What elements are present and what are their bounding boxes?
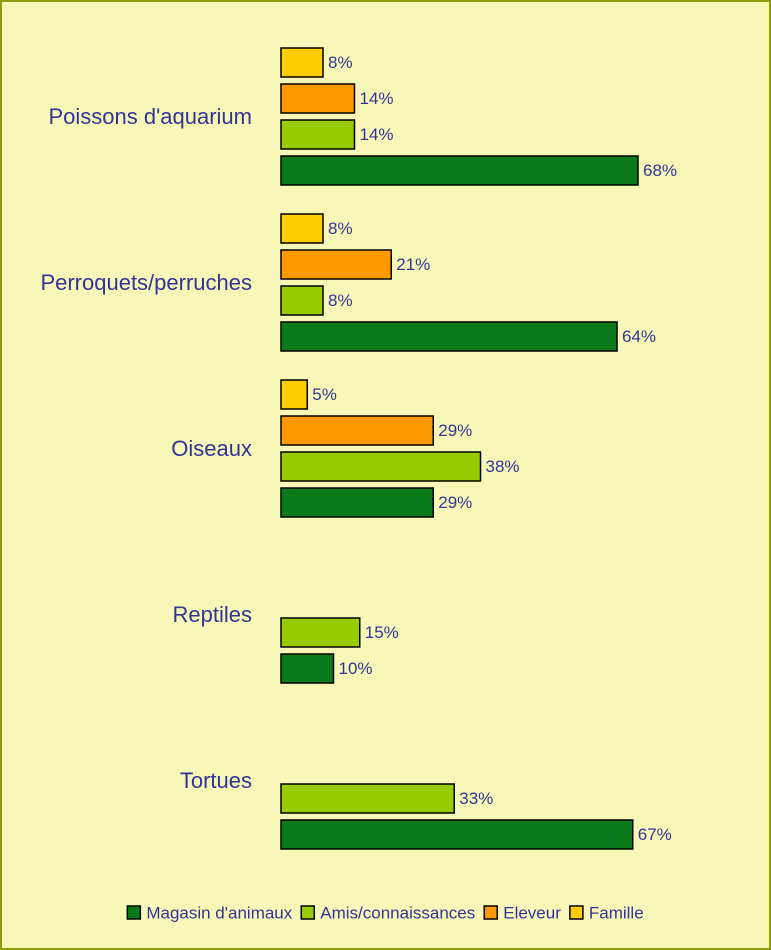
bar	[280, 47, 324, 78]
legend-label: Amis/connaissances	[320, 903, 475, 922]
bar	[280, 83, 356, 114]
legend-label: Eleveur	[503, 903, 561, 922]
value-label: 14%	[360, 125, 394, 144]
bar	[280, 783, 455, 814]
value-label: 33%	[459, 789, 493, 808]
bar	[280, 213, 324, 244]
bar	[280, 321, 618, 352]
bar	[280, 617, 361, 648]
legend-label: Magasin d'animaux	[146, 903, 292, 922]
bar	[280, 285, 324, 316]
bar	[280, 451, 482, 482]
value-label: 64%	[622, 327, 656, 346]
value-label: 8%	[328, 219, 353, 238]
value-label: 29%	[438, 493, 472, 512]
value-label: 15%	[365, 623, 399, 642]
value-label: 8%	[328, 291, 353, 310]
bar	[280, 653, 335, 684]
legend-label: Famille	[589, 903, 644, 922]
value-label: 67%	[638, 825, 672, 844]
value-label: 29%	[438, 421, 472, 440]
value-label: 8%	[328, 53, 353, 72]
legend-swatch	[483, 905, 498, 920]
category-label: Tortues	[180, 768, 252, 793]
bar	[280, 819, 634, 850]
bar	[280, 155, 639, 186]
category-label: Poissons d'aquarium	[48, 104, 252, 129]
category-label: Perroquets/perruches	[40, 270, 252, 295]
legend-swatch	[126, 905, 142, 920]
category-label: Reptiles	[173, 602, 252, 627]
bar	[280, 249, 392, 280]
value-label: 68%	[643, 161, 677, 180]
category-label: Oiseaux	[171, 436, 252, 461]
legend-swatch	[569, 905, 584, 920]
legend-swatch	[300, 905, 316, 920]
value-label: 21%	[396, 255, 430, 274]
value-label: 10%	[339, 659, 373, 678]
value-label: 5%	[312, 385, 337, 404]
bar	[280, 487, 434, 518]
value-label: 38%	[486, 457, 520, 476]
bar	[280, 415, 434, 446]
bar	[280, 379, 308, 410]
bar	[280, 119, 356, 150]
value-label: 14%	[360, 89, 394, 108]
